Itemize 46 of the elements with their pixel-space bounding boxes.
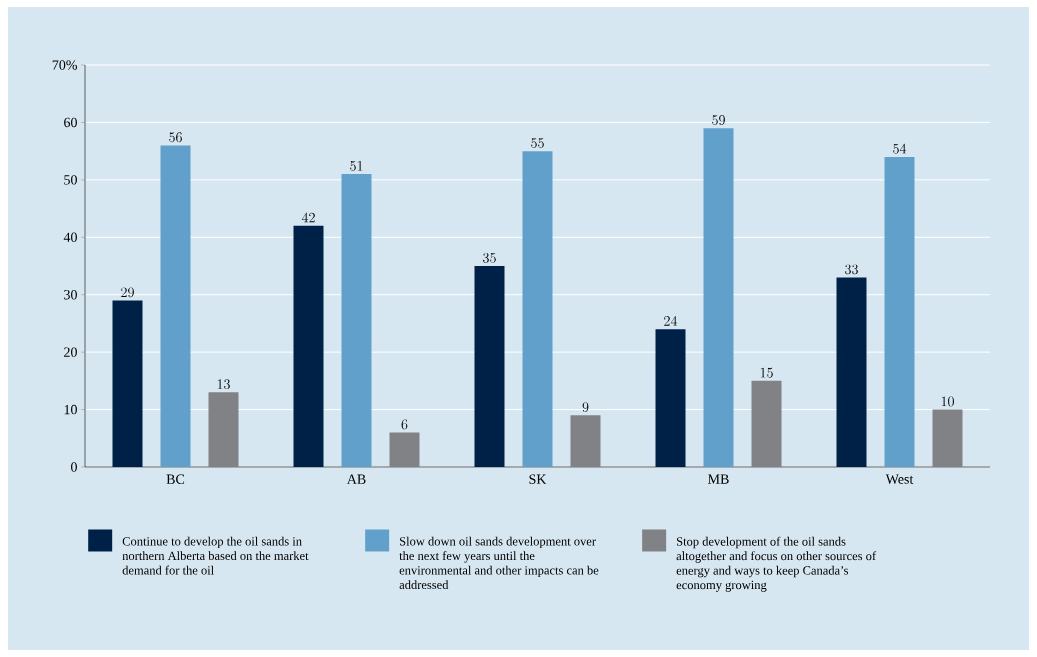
data-label: 24 (664, 315, 678, 326)
x-tick-label: West (885, 474, 914, 484)
data-label: 6 (401, 419, 408, 430)
bar (655, 329, 686, 467)
y-tick-label: 40 (63, 232, 77, 243)
data-label: 13 (217, 379, 230, 390)
x-tick-label: BC (166, 474, 185, 484)
data-label: 59 (712, 115, 725, 125)
data-label: 9 (582, 402, 589, 413)
data-label: 42 (301, 212, 315, 223)
y-tick-label: 50 (64, 175, 77, 185)
bar (208, 392, 239, 467)
y-tick-label: 10 (64, 404, 77, 415)
legend-label: Stop development of the oil sands altogether and focus on other sources of energy and ways to keep Canada’s economy growing (676, 536, 877, 592)
data-label: 10 (941, 396, 954, 407)
y-tick-label: 60 (64, 117, 77, 128)
data-label: 29 (121, 287, 134, 298)
bar (341, 174, 372, 467)
bar (884, 156, 915, 467)
data-label: 56 (169, 132, 182, 143)
bar (751, 380, 782, 467)
x-tick-label: MB (708, 474, 729, 484)
bar (112, 300, 143, 467)
data-label: 51 (350, 161, 363, 171)
legend-label: Slow down oil sands development over the next few years until the environmental and other impacts can be addressed (399, 536, 599, 590)
data-label: 55 (531, 138, 544, 148)
legend-label: Continue to develop the oil sands in northern Alberta based on the market demand for the oil (122, 536, 309, 575)
data-label: 35 (483, 252, 496, 263)
data-label: 15 (760, 367, 773, 378)
x-tick-label: SK (529, 474, 547, 484)
bar (703, 128, 734, 467)
bar (474, 266, 505, 467)
y-tick-label: 70% (52, 60, 78, 70)
bar (293, 225, 324, 467)
y-tick-label: 20 (64, 347, 77, 357)
bar (570, 415, 601, 467)
x-tick-label: AB (346, 474, 366, 484)
bar (522, 151, 553, 467)
data-label: 54 (893, 143, 907, 154)
y-tick-label: 30 (64, 289, 77, 300)
data-label: 33 (845, 264, 858, 275)
bar (160, 145, 191, 467)
bar (932, 409, 963, 467)
bar (389, 432, 420, 467)
bar (836, 277, 867, 467)
y-tick-label: 0 (71, 462, 77, 472)
